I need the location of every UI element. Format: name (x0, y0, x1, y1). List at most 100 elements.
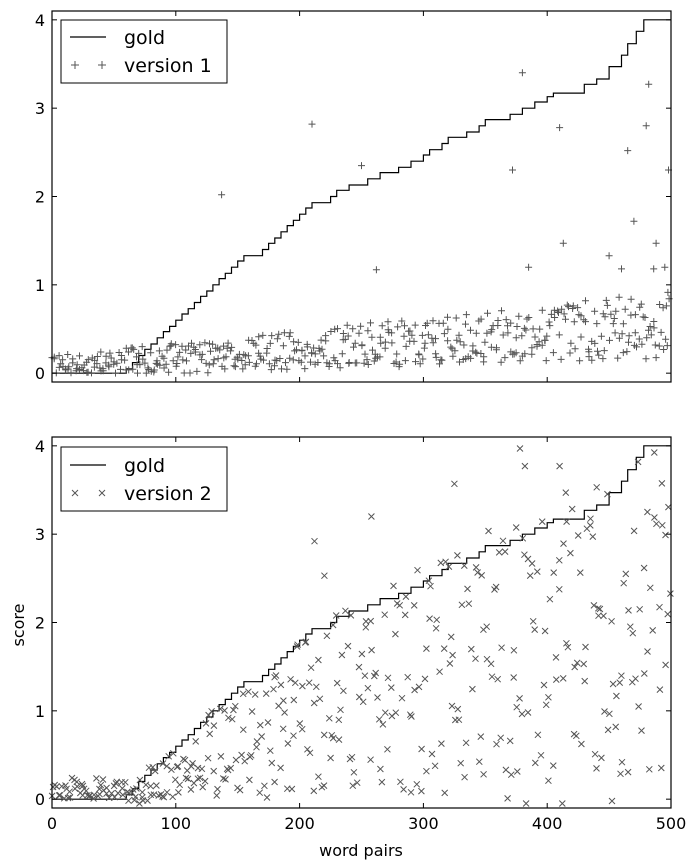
scatter-point (562, 489, 570, 496)
scatter-point (447, 633, 455, 641)
scatter-point (65, 363, 73, 371)
scatter-point (462, 320, 469, 328)
scatter-point (174, 763, 182, 770)
scatter-point (412, 358, 419, 366)
scatter-point (142, 369, 150, 377)
scatter-point (613, 692, 620, 700)
scatter-point (559, 675, 567, 682)
scatter-point (236, 786, 244, 794)
scatter-point (256, 789, 264, 797)
scatter-point (454, 705, 462, 713)
scatter-point (501, 354, 509, 362)
scatter-point (477, 733, 485, 740)
scatter-point (521, 350, 529, 358)
scatter-point (167, 340, 175, 348)
scatter-point (290, 696, 298, 704)
scatter-point (286, 354, 294, 362)
scatter-point (182, 774, 190, 782)
scatter-point (84, 356, 92, 364)
scatter-point (165, 752, 173, 760)
scatter-point (396, 360, 404, 368)
scatter-point (55, 363, 63, 371)
y-tick-label: 0 (35, 790, 45, 809)
scatter-point (308, 120, 316, 128)
scatter-point (507, 771, 515, 779)
scatter-point (169, 357, 177, 365)
scatter-point (351, 339, 359, 347)
scatter-point (650, 318, 658, 325)
scatter-point (541, 336, 549, 344)
scatter-point (67, 369, 75, 377)
scatter-point (285, 332, 293, 340)
scatter-point (277, 681, 285, 689)
scatter-point (66, 788, 73, 796)
scatter-point (525, 263, 533, 271)
scatter-point (651, 341, 659, 349)
scatter-point (460, 341, 468, 349)
scatter-point (444, 313, 451, 321)
scatter-point (497, 734, 505, 742)
scatter-point (214, 355, 222, 363)
scatter-point (483, 623, 491, 631)
x-tick-label: 400 (532, 814, 563, 833)
y-tick-label: 4 (35, 11, 45, 30)
scatter-point (436, 668, 443, 676)
scatter-point (301, 352, 309, 360)
scatter-point (97, 348, 105, 356)
scatter-point (288, 785, 296, 793)
scatter-point (103, 784, 110, 792)
scatter-point (201, 339, 209, 347)
scatter-point (160, 354, 168, 362)
scatter-point (498, 644, 505, 652)
scatter-point (209, 340, 217, 348)
scatter-point (59, 356, 67, 364)
scatter-point (175, 789, 182, 796)
scatter-point (566, 349, 574, 357)
scatter-point (609, 680, 617, 688)
scatter-point (349, 782, 357, 790)
scatter-point (283, 365, 291, 373)
scatter-point (483, 329, 491, 337)
scatter-point (239, 690, 247, 698)
scatter-point (304, 745, 311, 753)
scatter-point (73, 783, 81, 790)
scatter-point (502, 316, 510, 324)
scatter-point (297, 358, 305, 366)
scatter-point (189, 760, 196, 767)
scatter-point (228, 343, 236, 351)
scatter-point (610, 315, 618, 322)
scatter-point (645, 326, 652, 334)
scatter-point (494, 675, 502, 683)
scatter-point (202, 359, 210, 367)
scatter-point (664, 610, 672, 618)
legend-gold-label: gold (124, 27, 165, 49)
scatter-point (625, 607, 632, 614)
scatter-point (513, 768, 521, 775)
scatter-point (294, 641, 301, 649)
scatter-point (622, 570, 630, 578)
scatter-point (222, 776, 229, 783)
gold-series-line (52, 19, 671, 374)
scatter-point (107, 354, 115, 362)
scatter-point (455, 716, 463, 724)
scatter-point (606, 336, 613, 344)
scatter-point (239, 365, 247, 373)
scatter-point (333, 679, 341, 687)
scatter-point (413, 780, 421, 788)
x-tick-label: 500 (656, 814, 687, 833)
scatter-point (643, 334, 651, 342)
scatter-point (230, 706, 237, 714)
scatter-point (536, 325, 544, 333)
scatter-point (513, 703, 521, 711)
scatter-point (307, 358, 314, 366)
scatter-point (657, 328, 665, 336)
scatter-point (390, 582, 397, 590)
scatter-point (268, 759, 276, 767)
scatter-point (563, 301, 571, 309)
legend-version-2-label: version 2 (124, 483, 212, 505)
scatter-point (606, 710, 613, 718)
scatter-point (256, 721, 264, 729)
scatter-point (199, 783, 207, 791)
scatter-point (245, 688, 252, 696)
scatter-point (554, 307, 562, 315)
